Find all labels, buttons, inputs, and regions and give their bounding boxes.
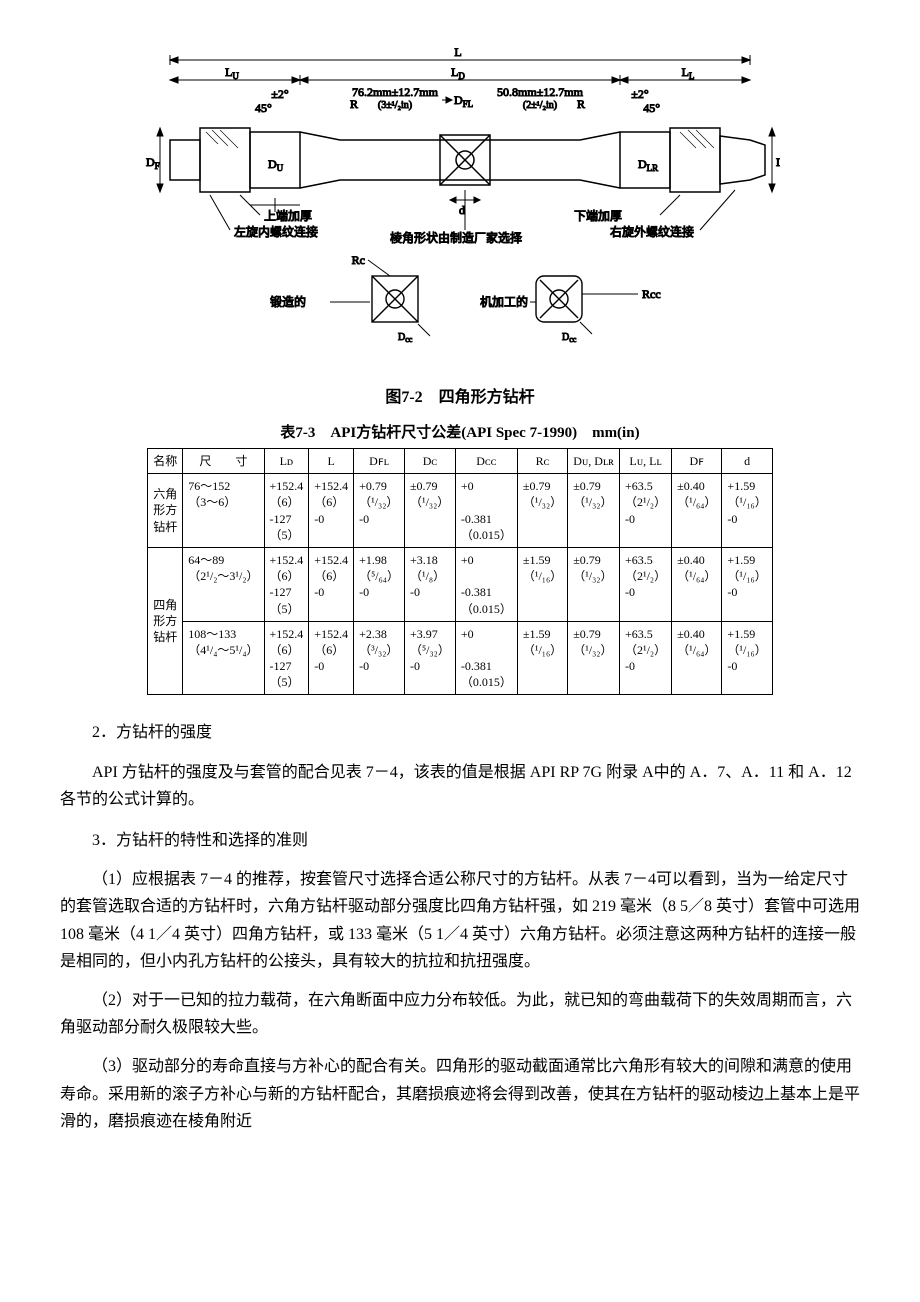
label-machined: 机加工的 bbox=[480, 294, 528, 309]
col-size: 尺 寸 bbox=[183, 449, 264, 474]
label-Dcc-small-L: Dcc bbox=[398, 332, 413, 344]
cell: ±0.79（¹/₃₂） bbox=[517, 474, 567, 548]
dim-DU: DU bbox=[268, 157, 284, 173]
label-Rcc: Rcc bbox=[642, 287, 661, 301]
cell: +152.4（6）-0 bbox=[309, 621, 354, 695]
dim-76b: (3±¹/₂in) bbox=[378, 100, 412, 111]
cell: +3.97（⁵/₃₂）-0 bbox=[404, 621, 455, 695]
label-Rc: Rc bbox=[352, 253, 365, 267]
dim-L: L bbox=[454, 45, 461, 59]
cell: +0-0.381（0.015） bbox=[455, 474, 517, 548]
col-L: L bbox=[309, 449, 354, 474]
dim-DF-left: DF bbox=[146, 155, 160, 171]
cell-name: 六角形方钻杆 bbox=[148, 474, 183, 548]
col-DCC: Dᴄᴄ bbox=[455, 449, 517, 474]
cell: +1.59（¹/₁₆）-0 bbox=[722, 621, 772, 695]
dim-DLR: DLR bbox=[638, 157, 658, 173]
cell: +0-0.381（0.015） bbox=[455, 547, 517, 621]
note-downthick: 下端加厚 bbox=[574, 209, 622, 223]
table-header-row: 名称 尺 寸 Lᴅ L Dꜰʟ Dᴄ Dᴄᴄ Rᴄ Dᴜ, Dʟʀ Lᴜ, Lʟ… bbox=[148, 449, 772, 474]
cell: 76～152（3～6） bbox=[183, 474, 264, 548]
col-DC: Dᴄ bbox=[404, 449, 455, 474]
cell: +1.98（⁵/₆₄）-0 bbox=[354, 547, 405, 621]
note-leftthread: 左旋内螺纹连接 bbox=[234, 224, 318, 239]
cell: +152.4（6）-127（5） bbox=[264, 547, 309, 621]
para: （3）驱动部分的寿命直接与方补心的配合有关。四角形的驱动截面通常比六角形有较大的… bbox=[60, 1053, 860, 1135]
cell: +63.5（2¹/₂）-0 bbox=[619, 547, 671, 621]
cell: +2.38（³/₃₂）-0 bbox=[354, 621, 405, 695]
dim-LD: LD bbox=[451, 65, 465, 81]
cell: +0-0.381（0.015） bbox=[455, 621, 517, 695]
col-RC: Rᴄ bbox=[517, 449, 567, 474]
col-LU: Lᴜ, Lʟ bbox=[619, 449, 671, 474]
cell: ±0.40（¹/₆₄） bbox=[672, 621, 722, 695]
table-caption: 表7-3 API方钻杆尺寸公差(API Spec 7-1990) mm(in) bbox=[60, 421, 860, 442]
cell: 108～133（4¹/₄～5¹/₄） bbox=[183, 621, 264, 695]
col-DFL: Dꜰʟ bbox=[354, 449, 405, 474]
col-name: 名称 bbox=[148, 449, 183, 474]
note-rightthread: 右旋外螺纹连接 bbox=[610, 224, 694, 239]
dim-76: 76.2mm±12.7mm bbox=[352, 85, 439, 99]
cell: +0.79（¹/₃₂）-0 bbox=[354, 474, 405, 548]
figure-7-2: L LU LD LL ±2° 45° ±2° 45° 76.2mm±12.7mm… bbox=[60, 40, 860, 375]
dim-DF-right: DF bbox=[776, 155, 780, 171]
cell: ±1.59（¹/₁₆） bbox=[517, 547, 567, 621]
dim-LU: LU bbox=[225, 65, 239, 81]
cell: +63.5（2¹/₂）-0 bbox=[619, 621, 671, 695]
kelly-diagram: L LU LD LL ±2° 45° ±2° 45° 76.2mm±12.7mm… bbox=[140, 40, 780, 370]
cell: +152.4（6）-0 bbox=[309, 547, 354, 621]
cell: +152.4（6）-127（5） bbox=[264, 621, 309, 695]
cell: +1.59（¹/₁₆）-0 bbox=[722, 474, 772, 548]
ang45-left: 45° bbox=[255, 101, 272, 115]
note-edge: 棱角形状由制造厂家选择 bbox=[390, 230, 522, 245]
para: API 方钻杆的强度及与套管的配合见表 7－4，该表的值是根据 API RP 7… bbox=[60, 759, 860, 813]
cell: +152.4（6）-0 bbox=[309, 474, 354, 548]
para: （1）应根据表 7－4 的推荐，按套管尺寸选择合适公称尺寸的方钻杆。从表 7－4… bbox=[60, 866, 860, 975]
dim-50b: (2±¹/₂in) bbox=[523, 100, 557, 111]
cell: 64～89（2¹/₂～3¹/₂） bbox=[183, 547, 264, 621]
col-DU: Dᴜ, Dʟʀ bbox=[568, 449, 620, 474]
R-left: R bbox=[350, 97, 358, 111]
table-7-3: 名称 尺 寸 Lᴅ L Dꜰʟ Dᴄ Dᴄᴄ Rᴄ Dᴜ, Dʟʀ Lᴜ, Lʟ… bbox=[147, 448, 772, 695]
cell: +1.59（¹/₁₆）-0 bbox=[722, 547, 772, 621]
ang45-right: 45° bbox=[643, 101, 660, 115]
taper-left: ±2° bbox=[271, 87, 289, 101]
taper-right: ±2° bbox=[631, 87, 649, 101]
cell: ±0.79（¹/₃₂） bbox=[568, 621, 620, 695]
cell: ±1.59（¹/₁₆） bbox=[517, 621, 567, 695]
cell: +152.4（6）-127（5） bbox=[264, 474, 309, 548]
table-row: 四角形方钻杆 64～89（2¹/₂～3¹/₂） +152.4（6）-127（5）… bbox=[148, 547, 772, 621]
table-row: 六角形方钻杆 76～152（3～6） +152.4（6）-127（5） +152… bbox=[148, 474, 772, 548]
dim-d: d bbox=[459, 203, 465, 217]
figure-caption: 图7-2 四角形方钻杆 bbox=[60, 383, 860, 407]
label-Dcc-small-R: Dcc bbox=[562, 332, 577, 344]
cell-name: 四角形方钻杆 bbox=[148, 547, 183, 695]
note-upthick: 上端加厚 bbox=[264, 209, 312, 223]
section-3-title: 3．方钻杆的特性和选择的准则 bbox=[60, 827, 860, 854]
R-right: R bbox=[577, 97, 585, 111]
dim-50: 50.8mm±12.7mm bbox=[497, 85, 584, 99]
dim-LL: LL bbox=[682, 65, 695, 81]
cell: +63.5（2¹/₂）-0 bbox=[619, 474, 671, 548]
table-row: 108～133（4¹/₄～5¹/₄） +152.4（6）-127（5） +152… bbox=[148, 621, 772, 695]
col-d: d bbox=[722, 449, 772, 474]
dim-DFL: DFL bbox=[454, 93, 473, 109]
para: （2）对于一已知的拉力载荷，在六角断面中应力分布较低。为此，就已知的弯曲载荷下的… bbox=[60, 987, 860, 1041]
cell: ±0.79（¹/₃₂） bbox=[568, 474, 620, 548]
col-LD: Lᴅ bbox=[264, 449, 309, 474]
col-DF: Dꜰ bbox=[672, 449, 722, 474]
cell: ±0.40（¹/₆₄） bbox=[672, 547, 722, 621]
section-2-title: 2．方钻杆的强度 bbox=[60, 719, 860, 746]
cell: ±0.40（¹/₆₄） bbox=[672, 474, 722, 548]
label-forged: 锻造的 bbox=[270, 294, 306, 309]
cell: ±0.79（¹/₃₂） bbox=[404, 474, 455, 548]
cell: ±0.79（¹/₃₂） bbox=[568, 547, 620, 621]
cell: +3.18（¹/₈）-0 bbox=[404, 547, 455, 621]
